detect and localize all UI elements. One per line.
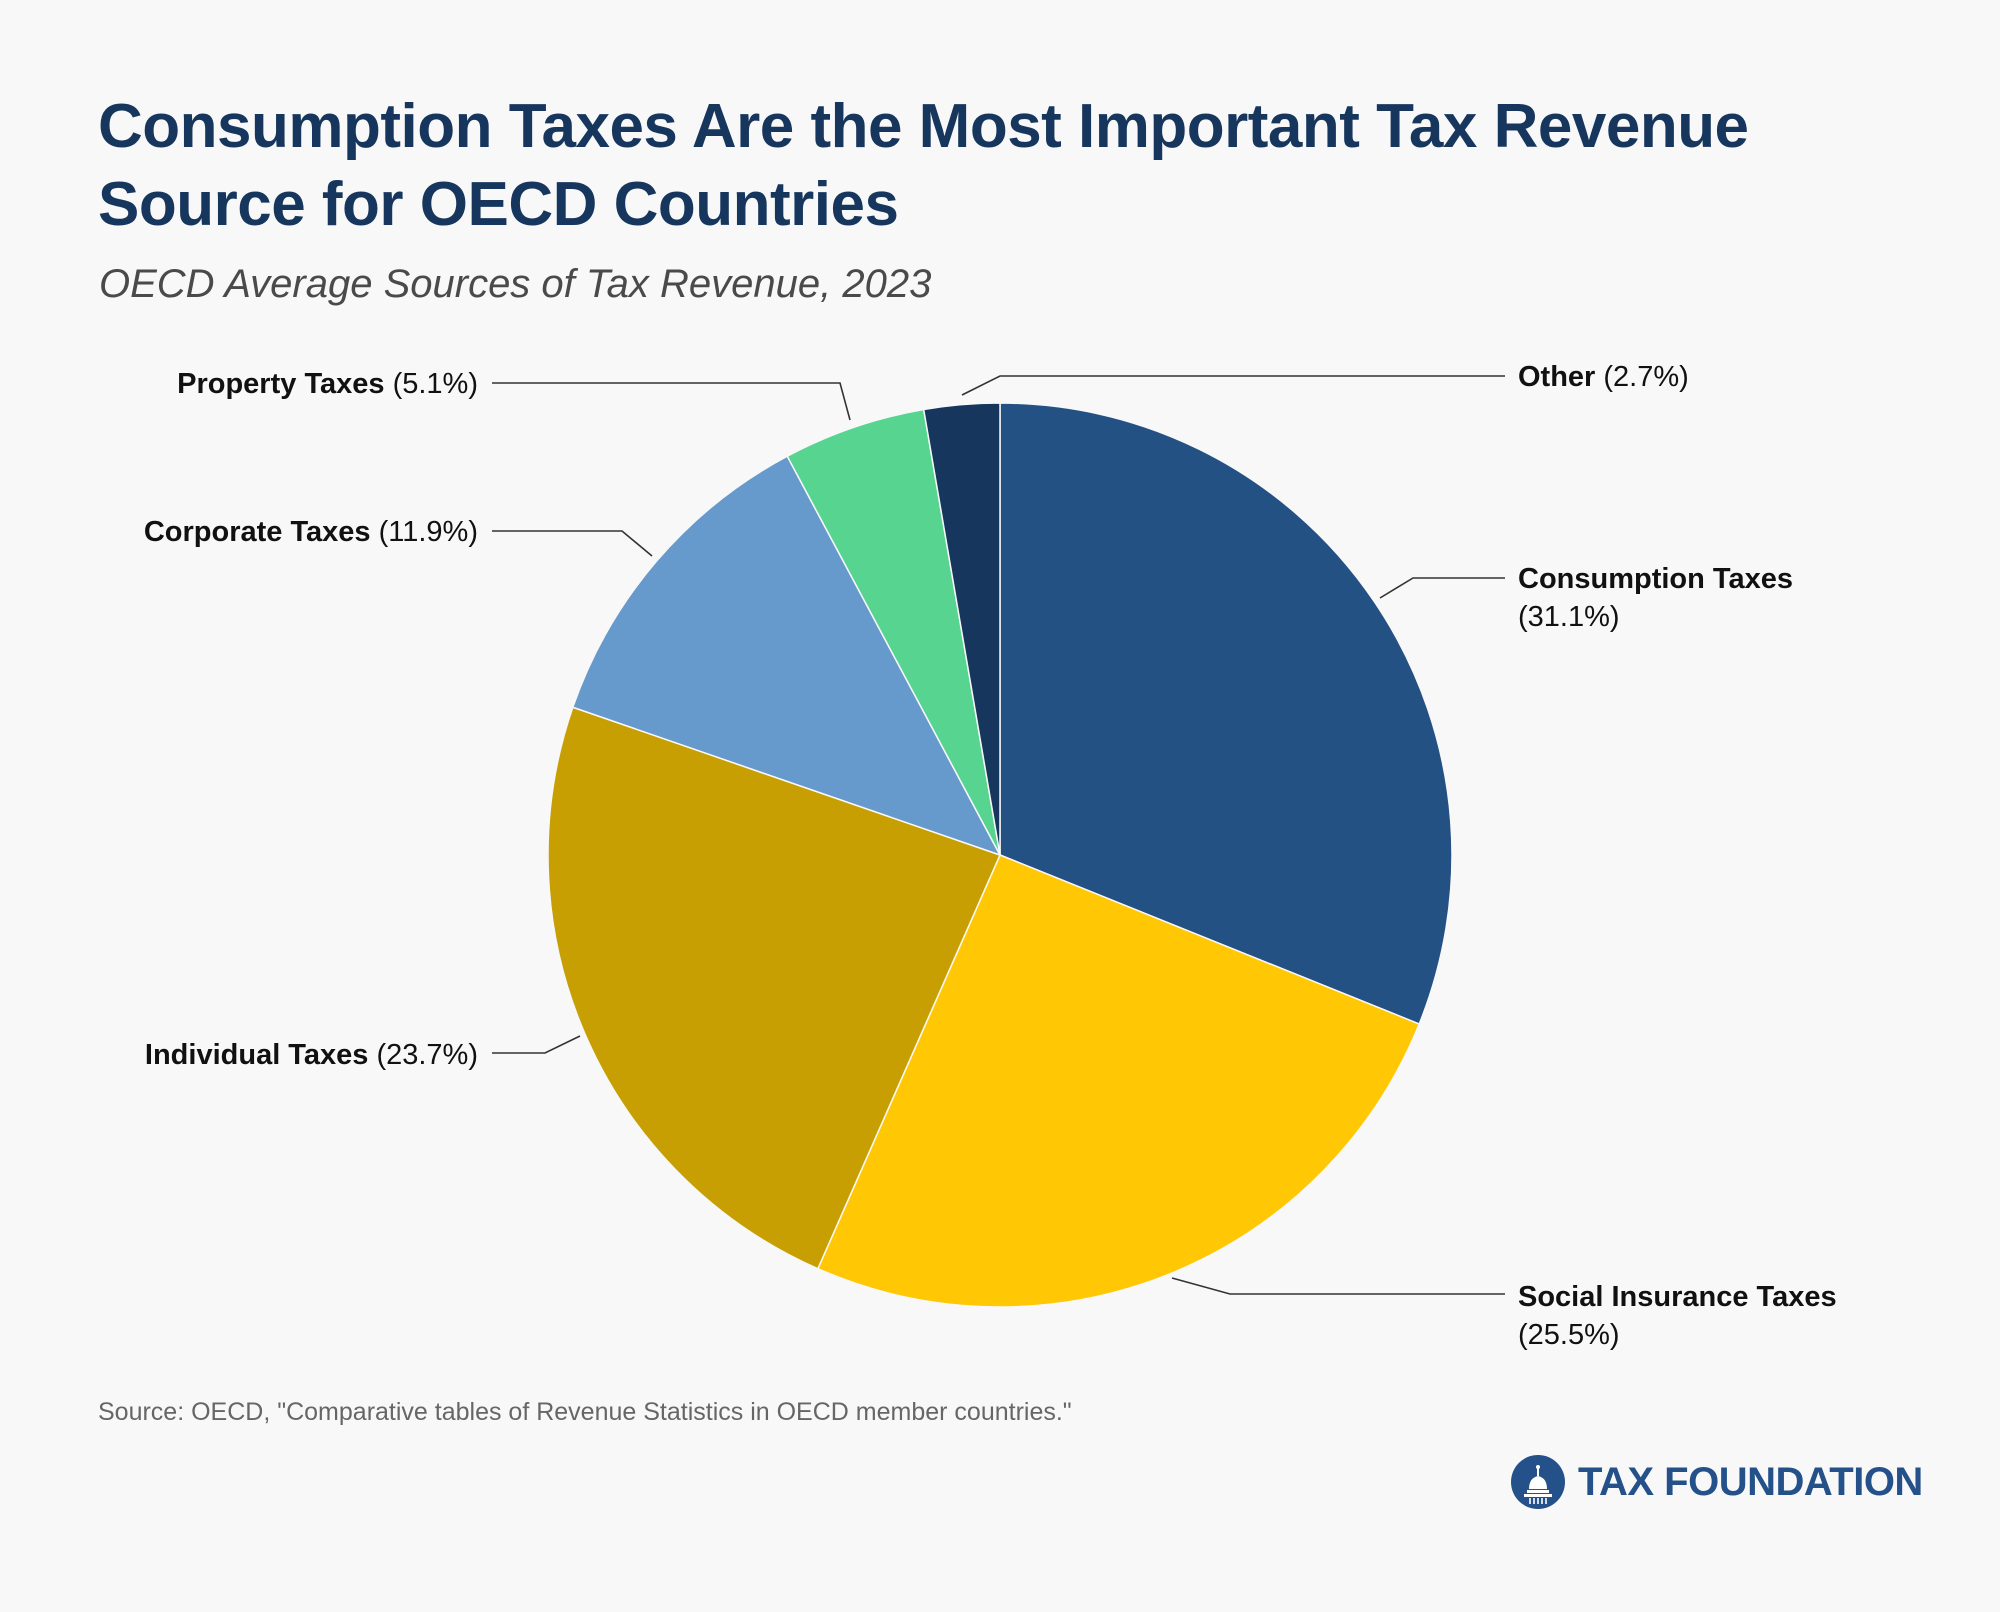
slice-value-corporate-taxes: (11.9%) (371, 516, 478, 548)
logo-text: TAX FOUNDATION (1578, 1459, 1923, 1504)
slice-value-individual-taxes: (23.7%) (368, 1039, 478, 1071)
slice-value-social-insurance-taxes: (25.5%) (1518, 1319, 1620, 1351)
capitol-dome-icon (1511, 1455, 1565, 1509)
leader-line-social-insurance-taxes (1171, 1277, 1505, 1295)
slice-name-individual-taxes: Individual Taxes (145, 1039, 368, 1071)
leader-line-consumption-taxes (1379, 577, 1505, 599)
slice-label-other: Other (2.7%) (1518, 361, 1689, 393)
pie-slice-corporate-taxes (571, 455, 1002, 857)
leader-line-individual-taxes (492, 1035, 581, 1054)
slice-label-social-insurance-taxes: Social Insurance Taxes (1518, 1281, 1837, 1313)
slice-name-other: Other (1518, 361, 1595, 393)
pie-slice-consumption-taxes (999, 402, 1453, 1026)
chart-subtitle: OECD Average Sources of Tax Revenue, 202… (99, 262, 932, 306)
slice-name-corporate-taxes: Corporate Taxes (144, 516, 371, 548)
slice-name-property-taxes: Property Taxes (177, 368, 384, 400)
leader-line-other (961, 375, 1505, 396)
slice-label-consumption-taxes: Consumption Taxes (1518, 563, 1793, 595)
leader-line-property-taxes (492, 382, 851, 421)
slice-value-consumption-taxes: (31.1%) (1518, 601, 1620, 633)
slice-value-other: (2.7%) (1595, 361, 1688, 393)
pie-slice-other (922, 402, 1001, 856)
pie-slice-social-insurance-taxes (816, 854, 1421, 1308)
chart-title: Consumption Taxes Are the Most Important… (98, 92, 1749, 239)
slice-label-property-taxes: Property Taxes (5.1%) (177, 368, 478, 400)
slice-value-property-taxes: (5.1%) (385, 368, 478, 400)
leader-line-corporate-taxes (492, 530, 653, 557)
pie-slice-property-taxes (786, 408, 1001, 856)
slice-label-corporate-taxes: Corporate Taxes (11.9%) (144, 516, 478, 548)
slice-label-individual-taxes: Individual Taxes (23.7%) (145, 1039, 478, 1071)
tax-foundation-logo: TAX FOUNDATION (1510, 1450, 1923, 1514)
source-note: Source: OECD, "Comparative tables of Rev… (98, 1398, 1072, 1426)
pie-slice-individual-taxes (547, 706, 1002, 1270)
